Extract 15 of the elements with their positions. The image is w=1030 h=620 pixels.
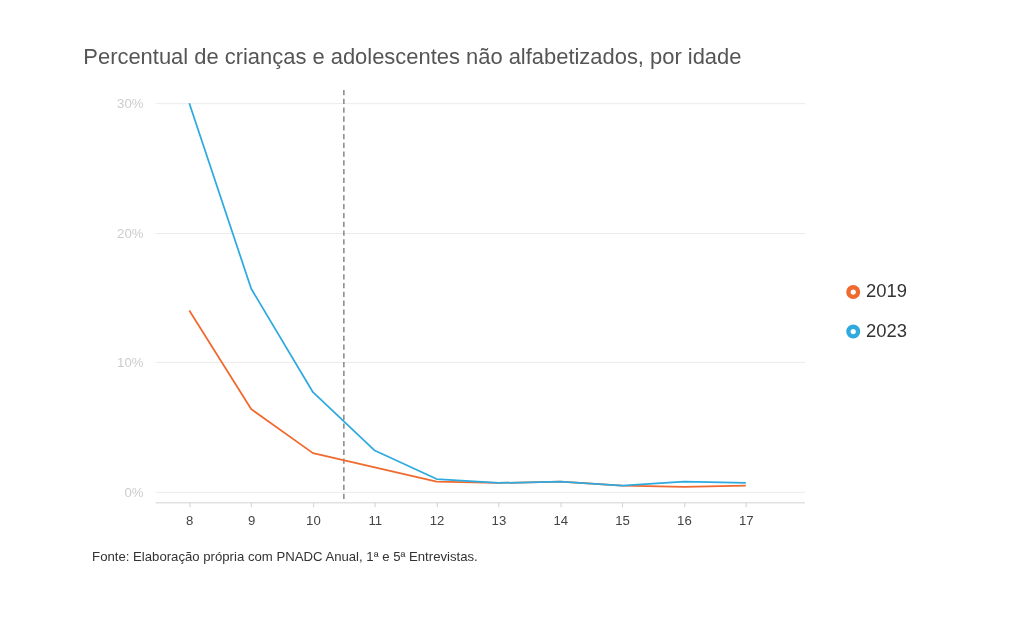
source-note: Fonte: Elaboração própria com PNADC Anual, 1ª e 5ª Entrevistas. [92, 549, 478, 565]
chart-title: Percentual de crianças e adolescentes não alfabetizados, por idade [83, 43, 742, 69]
x-tick-label: 14 [553, 512, 569, 528]
x-tick-label: 9 [247, 512, 256, 528]
x-tick-label: 16 [677, 512, 692, 528]
line-series [188, 102, 747, 487]
legend-label: 2019 [865, 280, 907, 302]
x-tick-label: 8 [186, 512, 194, 528]
x-tick-label: 15 [615, 512, 630, 528]
x-tick-label: 11 [368, 512, 383, 528]
x-tick-label: 17 [738, 512, 754, 528]
x-tick-label: 10 [306, 512, 321, 528]
x-tick-label: 12 [429, 512, 445, 528]
x-tick-label: 13 [491, 512, 507, 528]
legend-label: 2023 [865, 319, 907, 341]
